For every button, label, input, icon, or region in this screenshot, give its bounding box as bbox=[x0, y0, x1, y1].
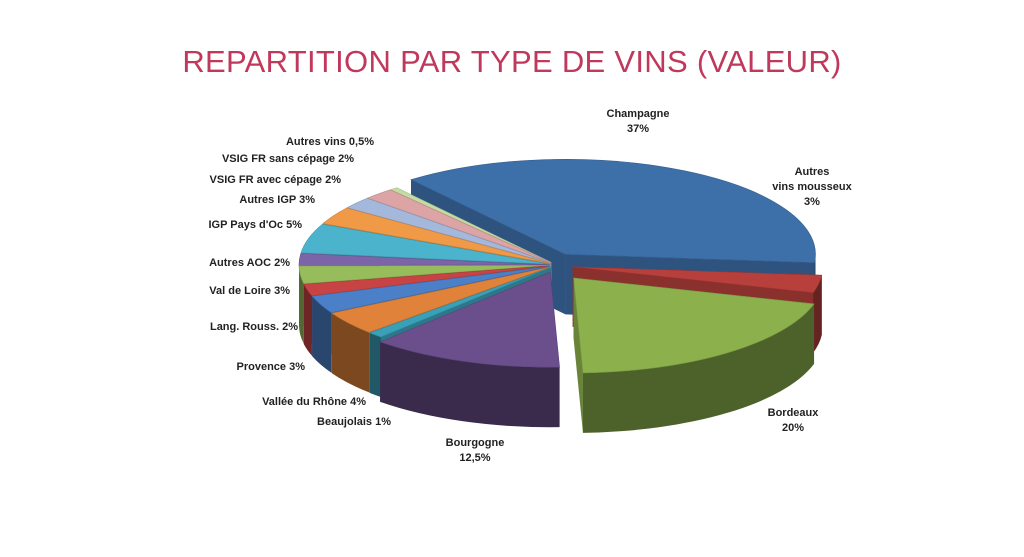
slice-label: Champagne bbox=[607, 108, 670, 120]
slice-label: 12,5% bbox=[459, 452, 490, 464]
slice-label: IGP Pays d'Oc 5% bbox=[208, 219, 302, 231]
slice-label: Bourgogne bbox=[446, 437, 505, 449]
chart-title: REPARTITION PAR TYPE DE VINS (VALEUR) bbox=[182, 44, 842, 79]
slice-label: Autres vins 0,5% bbox=[286, 136, 374, 148]
slice-label: vins mousseux bbox=[772, 181, 852, 193]
slice-label: Provence 3% bbox=[237, 361, 306, 373]
slices-layer bbox=[298, 159, 823, 433]
slice-label: VSIG FR avec cépage 2% bbox=[210, 174, 342, 186]
slice-label: Autres IGP 3% bbox=[239, 194, 315, 206]
pie-slice bbox=[573, 277, 815, 433]
slice-label: Lang. Rouss. 2% bbox=[210, 321, 298, 333]
slice-label: 20% bbox=[782, 422, 804, 434]
slice-label: VSIG FR sans cépage 2% bbox=[222, 153, 354, 165]
slice-label: Vallée du Rhône 4% bbox=[262, 396, 366, 408]
slice-label: Val de Loire 3% bbox=[209, 285, 290, 297]
slice-label: 37% bbox=[627, 123, 649, 135]
slice-label: Bordeaux bbox=[768, 407, 820, 419]
slice-label: Autres AOC 2% bbox=[209, 257, 290, 269]
pie-slice bbox=[379, 271, 560, 428]
labels-layer: Champagne 37% Autres vins mousseux 3% Bordeau… bbox=[208, 108, 852, 464]
slice-label: 3% bbox=[804, 196, 820, 208]
slice-label: Beaujolais 1% bbox=[317, 416, 391, 428]
slice-label: Autres bbox=[795, 166, 830, 178]
